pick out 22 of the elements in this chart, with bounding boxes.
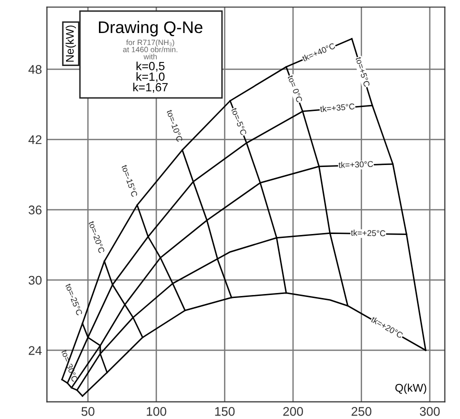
text: to=+5°C (355, 56, 370, 88)
annotation: k=1,67 (133, 82, 168, 93)
y-axis-title: Ne(kW) (66, 26, 76, 62)
series-label: tk=+35°C (320, 103, 355, 112)
x-tick-label: 250 (352, 407, 372, 416)
y-tick-label: 30 (28, 276, 42, 285)
y-tick-label: 24 (28, 346, 42, 355)
x-axis-title: Q(kW) (395, 384, 426, 394)
y-tick-label: 42 (28, 135, 42, 144)
series-label: tk=+30°C (338, 160, 374, 168)
y-tick-label: 48 (28, 65, 42, 74)
y-tick-label: 36 (28, 206, 42, 214)
x-tick-label: 200 (283, 407, 303, 416)
series-label: tk=+25°C (350, 230, 386, 236)
x-tick-label: 100 (146, 407, 166, 416)
x-tick-label: 50 (81, 407, 94, 416)
annotation: k=0,5 (136, 62, 164, 72)
text: Drawing Q-Ne (98, 20, 202, 36)
x-tick-label: 150 (215, 407, 235, 416)
text: to= 0°C (287, 74, 303, 103)
x-tick-label: 300 (420, 407, 440, 416)
annotation: k=1,0 (136, 72, 165, 82)
